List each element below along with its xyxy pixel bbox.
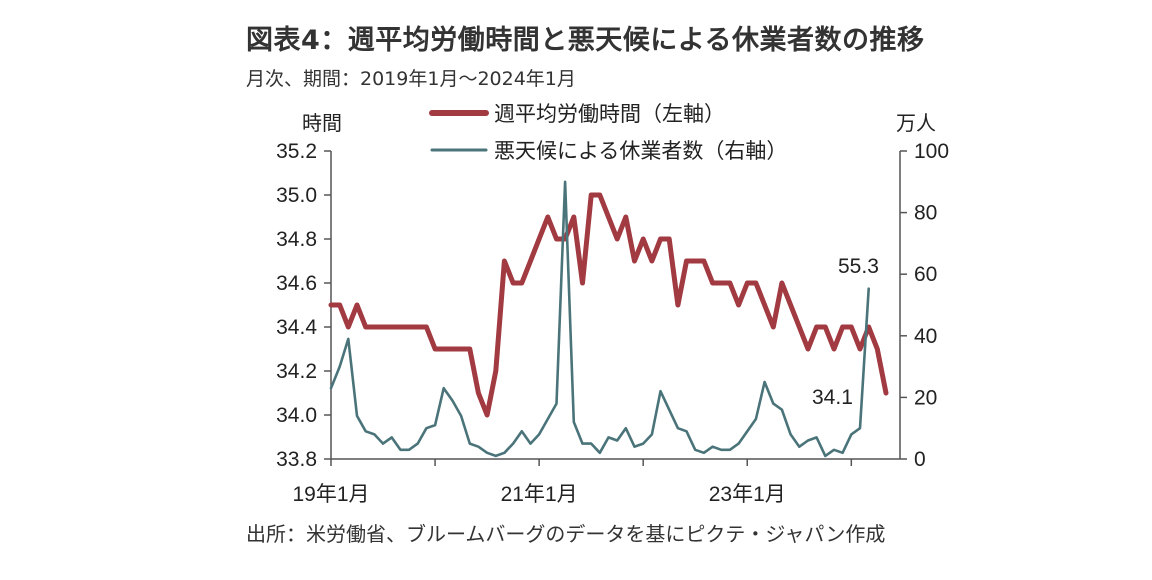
chart-title: 図表4：週平均労働時間と悪天候による休業者数の推移 [246,25,925,56]
source-note: 出所：米労働省、ブルームバーグのデータを基にピクテ・ジャパン作成 [246,522,886,546]
right-tick-label: 100 [914,140,949,163]
legend-label-hours: 週平均労働時間（左軸） [494,103,725,126]
x-tick-label: 21年1月 [501,483,578,506]
ylabel-right: 万人 [896,112,936,135]
chart-subtitle: 月次、期間：2019年1月～2024年1月 [246,68,576,90]
ylabel-left: 時間 [302,112,342,135]
hours-series-line [328,192,889,418]
left-tick-label: 34.6 [276,272,317,295]
left-tick-label: 35.0 [276,184,317,207]
right-tick-label: 60 [914,263,937,286]
absent-series-line [329,180,871,458]
left-tick-label: 35.2 [276,140,317,163]
right-tick-label: 20 [914,386,937,409]
annotation-absent-last: 55.3 [838,255,879,278]
left-tick-label: 34.0 [276,404,317,427]
left-tick-label: 34.8 [276,228,317,251]
left-tick-label: 34.4 [276,316,317,339]
right-tick-label: 80 [914,202,937,225]
left-tick-label: 34.2 [276,360,317,383]
right-tick-label: 40 [914,325,937,348]
legend-label-absent: 悪天候による休業者数（右軸） [494,140,787,163]
x-tick-label: 23年1月 [709,483,786,506]
right-tick-label: 0 [914,448,926,471]
annotation-hours-last: 34.1 [812,386,853,409]
x-tick-label: 19年1月 [292,483,369,506]
left-tick-label: 33.8 [276,448,317,471]
